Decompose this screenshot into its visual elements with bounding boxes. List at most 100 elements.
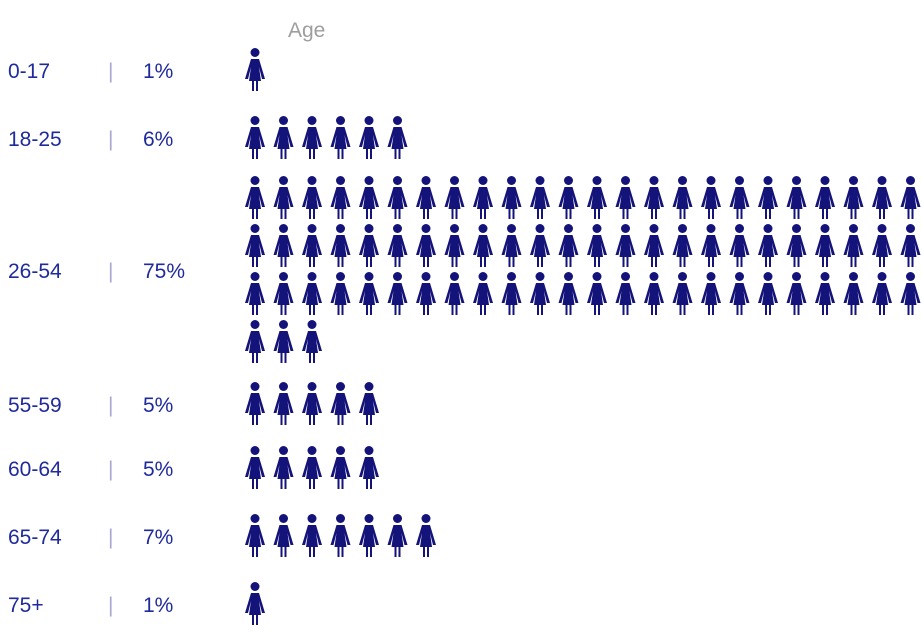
icon-group <box>245 48 265 91</box>
person-icon <box>900 272 921 315</box>
person-icon <box>444 224 465 267</box>
person-icon <box>530 272 550 315</box>
person-icon <box>701 176 721 219</box>
person-icon <box>786 272 807 315</box>
person-icon <box>359 514 379 557</box>
person-icon <box>501 176 522 219</box>
person-icon <box>359 224 379 267</box>
person-icon <box>615 176 636 219</box>
person-icon <box>587 272 607 315</box>
person-icon <box>729 224 750 267</box>
person-icon <box>302 116 322 159</box>
chart-rows: 0-17 | 1% 18-25 | 6% 26-54 | 75% 55-59 | 5% 60-64 | 5%… <box>8 48 921 625</box>
person-icon <box>672 272 693 315</box>
person-icon <box>387 272 408 315</box>
person-icon <box>273 176 294 219</box>
person-icon <box>530 176 550 219</box>
person-icon <box>672 224 693 267</box>
person-icon <box>273 272 294 315</box>
value-label: 5% <box>143 458 173 481</box>
person-icon <box>302 224 322 267</box>
icon-group <box>245 514 436 557</box>
person-icon <box>758 176 778 219</box>
separator: | <box>108 260 113 283</box>
person-icon <box>786 224 807 267</box>
person-icon <box>416 514 436 557</box>
person-icon <box>416 224 436 267</box>
person-icon <box>387 176 408 219</box>
person-icon <box>245 272 265 315</box>
person-icon <box>273 320 294 363</box>
separator: | <box>108 394 113 417</box>
person-icon <box>815 176 835 219</box>
person-icon <box>330 514 351 557</box>
chart-row: 65-74 | 7% <box>8 514 436 557</box>
person-icon <box>729 272 750 315</box>
person-icon <box>672 176 693 219</box>
person-icon <box>644 224 664 267</box>
person-icon <box>245 176 265 219</box>
category-label: 65-74 <box>8 526 62 549</box>
person-icon <box>245 224 265 267</box>
chart-title: Age <box>288 19 325 42</box>
person-icon <box>758 272 778 315</box>
person-icon <box>444 272 465 315</box>
person-icon <box>615 224 636 267</box>
category-label: 26-54 <box>8 260 62 283</box>
person-icon <box>872 224 892 267</box>
person-icon <box>302 514 322 557</box>
category-label: 60-64 <box>8 458 62 481</box>
chart-row: 75+ | 1% <box>8 582 265 625</box>
person-icon <box>302 272 322 315</box>
value-label: 6% <box>143 128 173 151</box>
separator: | <box>108 60 113 83</box>
icon-group <box>245 582 265 625</box>
person-icon <box>302 176 322 219</box>
person-icon <box>473 224 493 267</box>
value-label: 5% <box>143 394 173 417</box>
person-icon <box>245 446 265 489</box>
person-icon <box>273 382 294 425</box>
person-icon <box>273 116 294 159</box>
chart-row: 18-25 | 6% <box>8 116 408 159</box>
person-icon <box>330 382 351 425</box>
person-icon <box>273 514 294 557</box>
person-icon <box>587 224 607 267</box>
person-icon <box>473 272 493 315</box>
person-icon <box>644 272 664 315</box>
person-icon <box>558 272 579 315</box>
person-icon <box>558 224 579 267</box>
person-icon <box>359 272 379 315</box>
person-icon <box>359 446 379 489</box>
person-icon <box>387 514 408 557</box>
person-icon <box>359 116 379 159</box>
person-icon <box>330 176 351 219</box>
person-icon <box>473 176 493 219</box>
person-icon <box>387 116 408 159</box>
person-icon <box>273 224 294 267</box>
person-icon <box>900 176 921 219</box>
chart-row: 26-54 | 75% <box>8 176 921 363</box>
chart-row: 60-64 | 5% <box>8 446 379 489</box>
person-icon <box>273 446 294 489</box>
person-icon <box>701 224 721 267</box>
person-icon <box>302 382 322 425</box>
person-icon <box>872 272 892 315</box>
person-icon <box>872 176 892 219</box>
person-icon <box>245 514 265 557</box>
category-label: 55-59 <box>8 394 62 417</box>
chart-row: 0-17 | 1% <box>8 48 265 91</box>
person-icon <box>359 176 379 219</box>
person-icon <box>815 272 835 315</box>
person-icon <box>615 272 636 315</box>
separator: | <box>108 458 113 481</box>
person-icon <box>530 224 550 267</box>
category-label: 0-17 <box>8 60 50 83</box>
separator: | <box>108 526 113 549</box>
person-icon <box>359 382 379 425</box>
person-icon <box>815 224 835 267</box>
person-icon <box>302 320 322 363</box>
person-icon <box>786 176 807 219</box>
person-icon <box>729 176 750 219</box>
